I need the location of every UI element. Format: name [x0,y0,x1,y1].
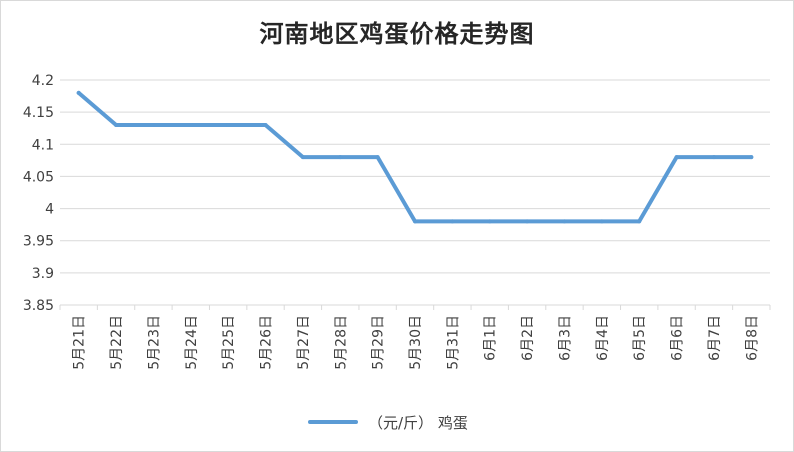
y-tick-label: 4.1 [32,137,54,153]
x-tick-label: 5月24日 [184,315,200,370]
x-tick-label: 6月7日 [707,315,723,361]
data-point [711,155,716,160]
x-tick-label: 5月28日 [333,315,349,370]
data-point [188,123,193,127]
data-point [300,155,305,160]
data-point [413,219,417,224]
data-point [674,155,679,160]
x-tick-label: 5月22日 [109,315,125,370]
data-point [599,219,604,224]
x-tick-label: 5月25日 [221,315,237,370]
data-point [749,155,754,160]
data-point [487,219,492,224]
data-point [450,219,455,224]
chart-title: 河南地区鸡蛋价格走势图 [259,19,535,48]
x-tick-label: 5月21日 [72,315,88,370]
x-tick-label: 5月26日 [259,315,275,370]
data-point [226,123,231,127]
x-tick-label: 5月30日 [408,315,424,370]
x-tick-label: 6月8日 [744,315,760,361]
x-tick-label: 6月1日 [483,315,499,361]
data-point [263,123,268,127]
legend-swatch [308,420,358,424]
x-tick-label: 5月27日 [296,315,312,370]
y-tick-label: 3.95 [23,234,54,250]
x-tick-label: 6月5日 [632,315,648,361]
y-tick-label: 4 [45,202,54,218]
x-tick-label: 5月23日 [146,315,162,370]
data-point [375,155,380,160]
data-point [76,90,81,95]
x-tick-label: 5月29日 [371,315,387,370]
data-point [151,123,156,127]
legend: （元/斤） 鸡蛋 [308,410,468,434]
data-point [525,219,530,224]
legend-label: （元/斤） 鸡蛋 [368,413,468,432]
y-tick-label: 3.85 [23,298,54,314]
x-tick-label: 6月4日 [595,315,611,361]
data-point [114,123,119,127]
data-point [562,219,567,224]
data-point [637,219,642,224]
y-tick-label: 4.15 [23,105,54,121]
y-tick-label: 3.9 [32,266,54,282]
x-tick-label: 6月3日 [557,315,573,361]
y-tick-label: 4.05 [23,169,54,185]
x-tick-label: 5月31日 [445,315,461,370]
x-tick-label: 6月2日 [520,315,536,361]
data-point [338,155,343,160]
y-tick-label: 4.2 [32,73,54,89]
x-tick-label: 6月6日 [670,315,686,361]
